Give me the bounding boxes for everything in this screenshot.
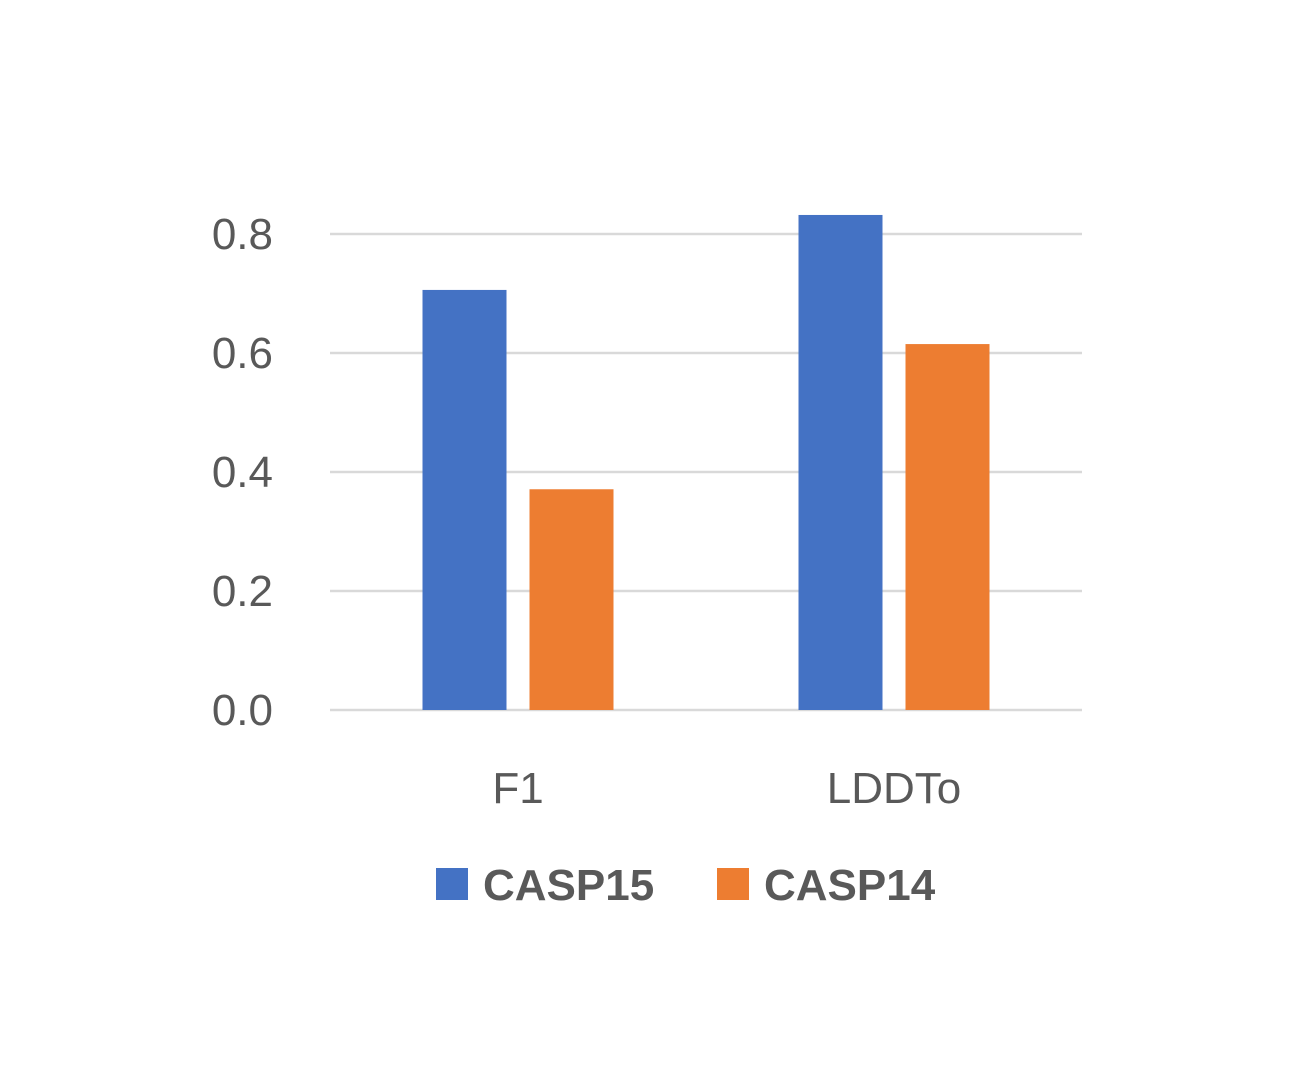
- legend-item: CASP15: [436, 861, 654, 910]
- y-axis-ticks: 0.0 0.2 0.4 0.6 0.8: [212, 210, 273, 735]
- y-tick-label: 0.2: [212, 567, 273, 616]
- x-category-label: LDDTo: [827, 764, 962, 813]
- x-category-label: F1: [492, 764, 543, 813]
- bar-casp15-lddto: [798, 214, 883, 710]
- bar-casp14-lddto: [905, 344, 990, 710]
- x-axis-categories: F1 LDDTo: [492, 764, 961, 813]
- y-tick-label: 0.0: [212, 686, 273, 735]
- y-tick-label: 0.6: [212, 329, 273, 378]
- legend-label: CASP14: [764, 861, 936, 910]
- legend-label: CASP15: [483, 861, 654, 910]
- y-tick-label: 0.4: [212, 448, 273, 497]
- legend: CASP15 CASP14: [436, 861, 936, 910]
- legend-swatch: [436, 868, 468, 900]
- legend-item: CASP14: [717, 861, 936, 910]
- bar-casp15-f1: [422, 289, 507, 710]
- y-tick-label: 0.8: [212, 210, 273, 259]
- bar-casp14-f1: [529, 489, 614, 710]
- legend-swatch: [717, 868, 749, 900]
- bars: [422, 214, 990, 710]
